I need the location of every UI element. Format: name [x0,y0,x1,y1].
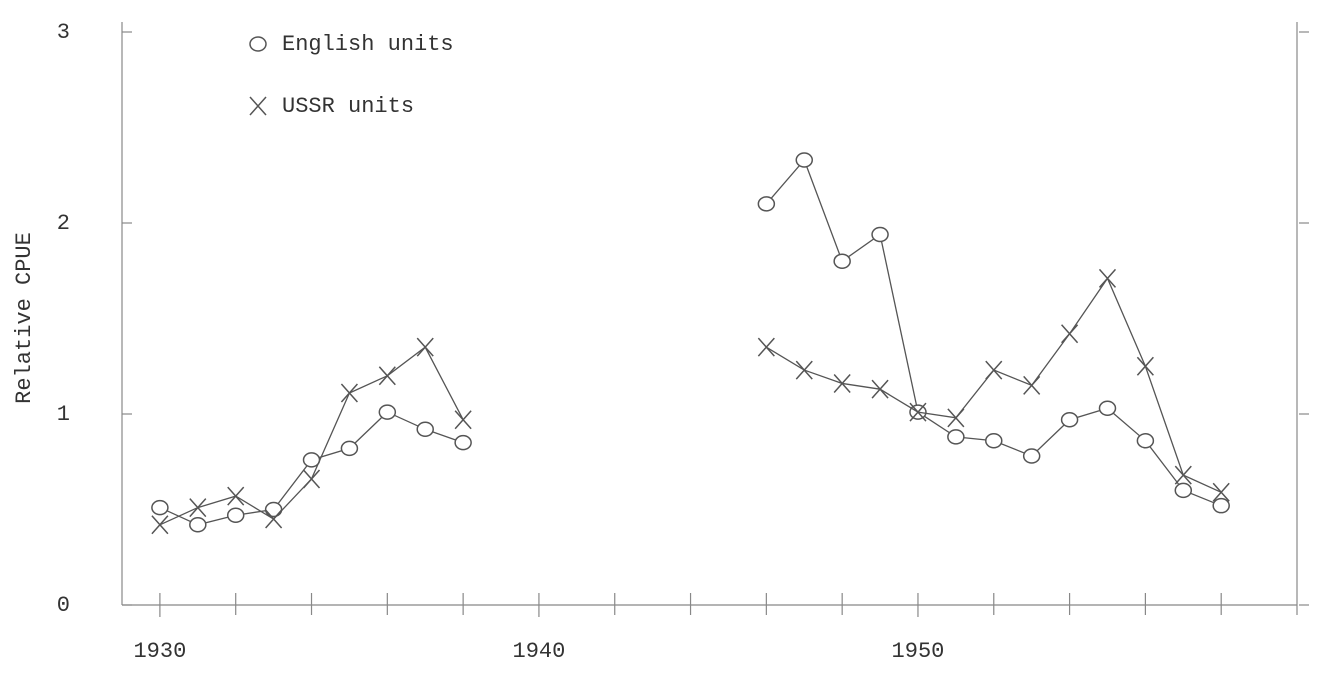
x-marker [302,469,321,489]
circle-marker [985,432,1003,449]
x-marker [416,337,434,357]
x-marker [454,410,472,430]
x-marker [340,383,358,403]
x-marker [947,408,965,428]
circle-marker [871,226,889,243]
x-marker [909,402,927,422]
y-tick-label: 1 [57,402,70,427]
circle-marker [1136,432,1155,449]
circle-marker [757,196,776,212]
x-marker [1174,465,1192,485]
x-marker [871,379,889,399]
x-marker [833,373,851,393]
x-marker [1098,268,1117,288]
x-marker [151,515,169,535]
legend-label: USSR units [282,94,414,119]
circle-marker [264,501,283,518]
x-tick-label: 1940 [513,639,566,664]
x-marker [795,360,813,380]
x-tick-label: 1930 [133,639,186,664]
legend-label: English units [282,32,454,57]
y-tick-label: 3 [57,20,70,45]
circle-marker [833,253,851,269]
circle-marker [795,152,814,168]
x-marker [1023,375,1041,395]
x-marker [1061,324,1079,344]
x-marker [985,360,1003,380]
circle-marker [226,507,245,523]
x-marker [1212,482,1230,502]
x-marker [1136,356,1154,376]
x-marker [378,366,396,386]
y-tick-label: 2 [57,211,70,236]
circle-marker [1212,497,1230,514]
circle-marker [1022,448,1041,464]
circle-marker [1174,482,1193,499]
x-marker [757,337,775,357]
legend-marker [249,96,267,116]
x-marker [265,509,283,529]
circle-marker [454,434,472,451]
y-tick-label: 0 [57,593,70,618]
x-marker [189,498,207,518]
circle-marker [151,499,169,516]
circle-marker [189,517,207,533]
circle-marker [947,429,965,445]
circle-marker [340,440,359,457]
circle-marker [1060,411,1079,428]
x-tick-label: 1950 [892,639,945,664]
legend-marker [249,36,267,52]
circle-marker [416,421,434,438]
x-marker [227,486,245,506]
circle-marker [1098,400,1117,417]
circle-marker [378,404,397,420]
y-axis-label: Relative CPUE [12,232,37,404]
